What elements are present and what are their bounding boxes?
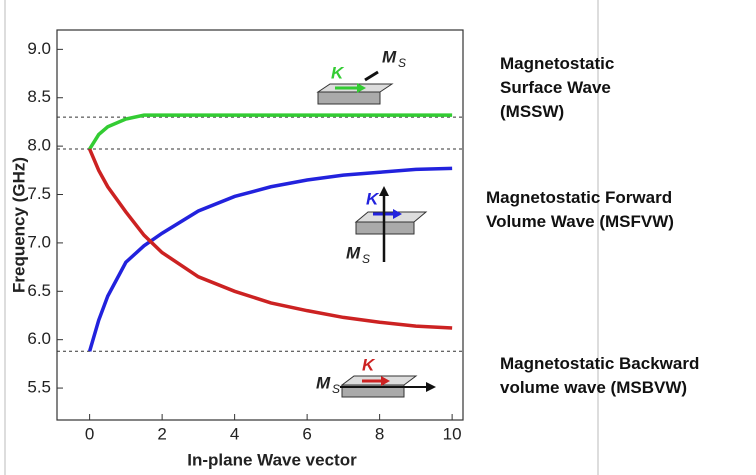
inset-label: M: [382, 47, 397, 66]
inset-label: S: [332, 382, 340, 396]
inset-label: K: [331, 63, 345, 82]
arrow: [426, 382, 436, 392]
x-tick-label: 8: [375, 424, 384, 443]
x-tick-label: 6: [302, 424, 311, 443]
series-line: [88, 113, 453, 150]
series-line: [87, 166, 453, 352]
y-tick-label: 5.5: [27, 378, 51, 397]
arrow: [379, 186, 389, 196]
arrow: [364, 70, 379, 82]
x-tick-label: 10: [443, 424, 462, 443]
x-axis-label: In-plane Wave vector: [187, 450, 357, 469]
slab: [317, 91, 381, 105]
inset-label: M: [346, 243, 361, 262]
inset-label: M: [316, 373, 331, 392]
y-tick-label: 8.0: [27, 136, 51, 155]
x-tick-label: 0: [85, 424, 94, 443]
inset-label: S: [398, 56, 406, 70]
inset-label: S: [362, 252, 370, 266]
y-tick-label: 6.5: [27, 281, 51, 300]
y-tick-label: 7.5: [27, 184, 51, 203]
arrow: [393, 209, 402, 219]
arrow: [357, 83, 366, 93]
y-tick-label: 8.5: [27, 87, 51, 106]
insets: K M S K M S K M S: [316, 47, 436, 398]
x-tick-label: 2: [157, 424, 166, 443]
inset-label: K: [366, 189, 380, 208]
x-tick-label: 4: [230, 424, 239, 443]
series-label: Magnetostatic Forward Volume Wave (MSFVW…: [486, 188, 674, 231]
plot-frame: [56, 29, 464, 421]
series-label: Magnetostatic Backward volume wave (MSBV…: [500, 354, 700, 397]
y-axis-label: Frequency (GHz): [9, 157, 28, 293]
y-tick-label: 7.0: [27, 232, 51, 251]
y-tick-label: 6.0: [27, 329, 51, 348]
inset-label: K: [362, 355, 376, 374]
series-line: [88, 148, 453, 330]
series-label: Magnetostatic Surface Wave (MSSW): [500, 54, 615, 121]
y-tick-label: 9.0: [27, 39, 51, 58]
arrow: [381, 376, 390, 386]
